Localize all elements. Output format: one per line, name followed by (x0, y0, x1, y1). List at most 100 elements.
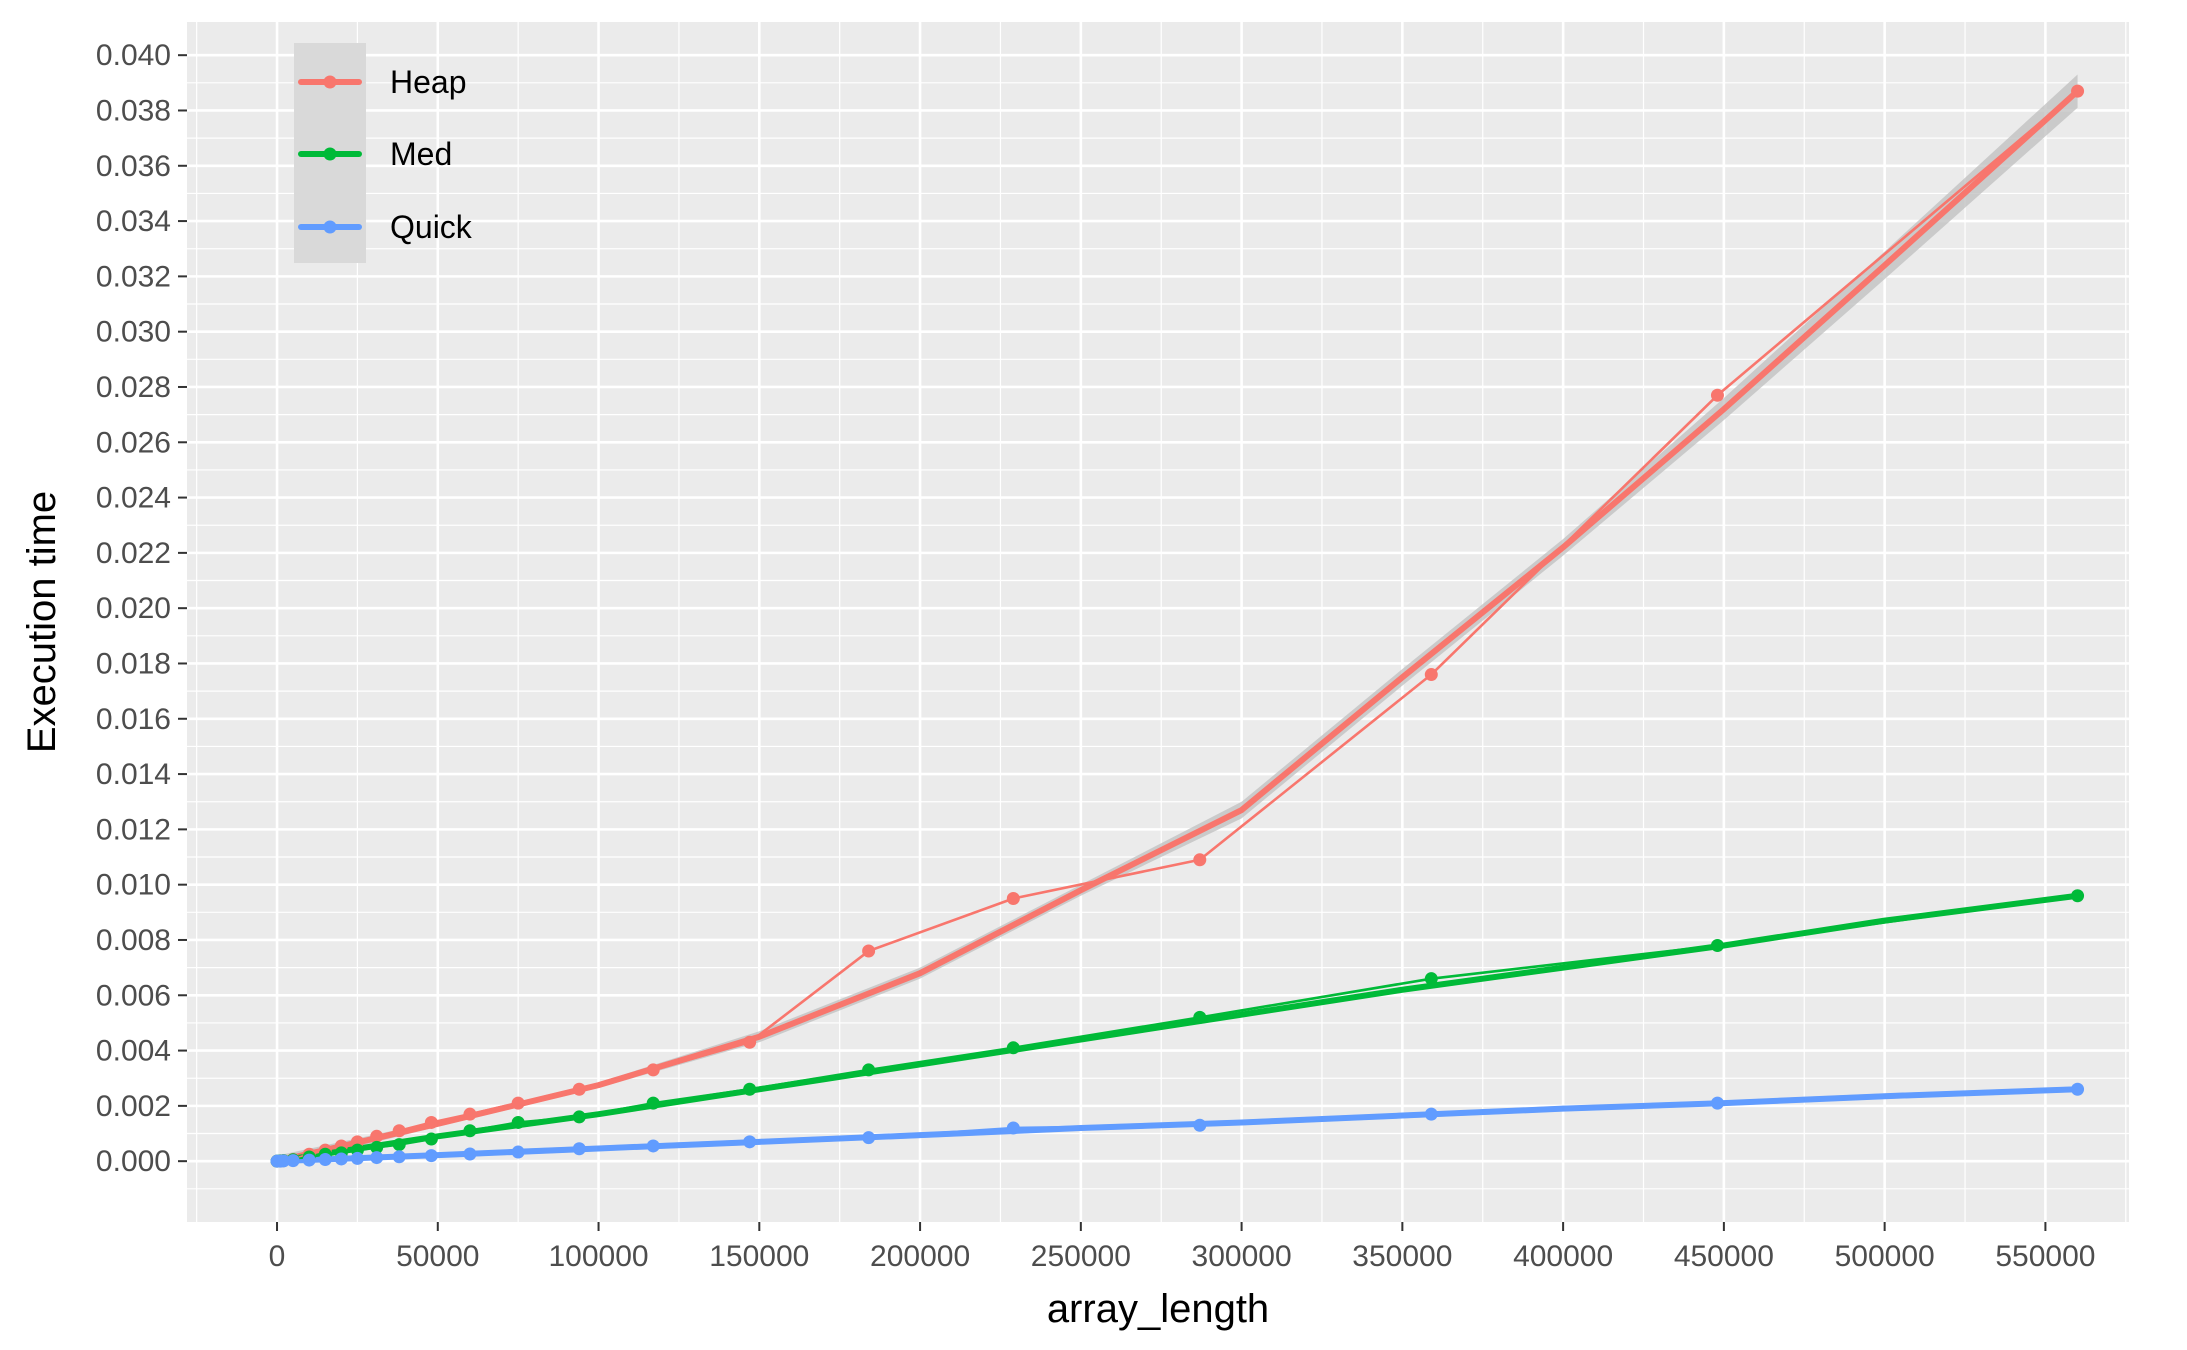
data-point-quick (370, 1151, 384, 1165)
data-point-med (511, 1115, 525, 1129)
legend-label-med: Med (390, 136, 452, 172)
grid-major (187, 22, 2129, 1222)
data-point-quick (302, 1153, 316, 1167)
y-tick-label: 0.002 (96, 1090, 171, 1123)
data-point-heap (1193, 853, 1207, 867)
data-point-med (1006, 1041, 1020, 1055)
y-axis-ticks: 0.000 0.002 0.004 0.006 0.008 0.010 0.012 0.014… (96, 39, 187, 1178)
data-point-heap (463, 1107, 477, 1121)
data-point-heap (743, 1035, 757, 1049)
data-point-med (2071, 889, 2085, 903)
y-tick-label: 0.018 (96, 647, 171, 680)
plot-panel (187, 22, 2129, 1222)
x-axis-ticks: 0 50000 100000 150000 200000 250000 300000 3500… (269, 1222, 2095, 1273)
legend: Heap Med Quick (294, 43, 473, 263)
y-tick-label: 0.014 (96, 758, 171, 791)
data-point-quick (862, 1131, 876, 1145)
series-line-heap (276, 90, 2079, 1163)
data-point-heap (511, 1096, 525, 1110)
y-tick-label: 0.036 (96, 150, 171, 183)
x-tick-label: 350000 (1352, 1240, 1452, 1273)
y-tick-label: 0.038 (96, 94, 171, 127)
y-tick-label: 0.026 (96, 426, 171, 459)
data-point-quick (276, 1154, 290, 1168)
data-point-med (862, 1063, 876, 1077)
data-point-heap (1424, 668, 1438, 682)
data-point-quick (350, 1151, 364, 1165)
legend-label-quick: Quick (390, 209, 473, 245)
x-tick-label: 300000 (1192, 1240, 1292, 1273)
x-tick-label: 400000 (1513, 1240, 1613, 1273)
data-point-quick (392, 1150, 406, 1164)
y-tick-label: 0.004 (96, 1035, 171, 1068)
data-point-heap (2071, 84, 2085, 98)
data-point-med (392, 1138, 406, 1152)
y-tick-label: 0.008 (96, 924, 171, 957)
series-line-med (276, 894, 2078, 1163)
data-point-quick (646, 1139, 660, 1153)
data-point-heap (646, 1063, 660, 1077)
x-tick-label: 100000 (548, 1240, 648, 1273)
data-point-quick (463, 1147, 477, 1161)
data-point-quick (1006, 1121, 1020, 1135)
data-point-heap (1710, 388, 1724, 402)
legend-label-heap: Heap (390, 64, 467, 100)
y-tick-label: 0.020 (96, 592, 171, 625)
data-point-heap (392, 1124, 406, 1138)
data-point-heap (370, 1129, 384, 1143)
data-point-heap (424, 1115, 438, 1129)
data-point-med (424, 1132, 438, 1146)
data-point-quick (424, 1149, 438, 1163)
y-tick-label: 0.010 (96, 869, 171, 902)
data-point-quick (511, 1145, 525, 1159)
y-tick-label: 0.030 (96, 316, 171, 349)
data-point-heap (862, 944, 876, 958)
data-point-med (463, 1124, 477, 1138)
data-point-quick (1193, 1118, 1207, 1132)
x-tick-label: 0 (269, 1240, 286, 1273)
x-tick-label: 250000 (1031, 1240, 1131, 1273)
y-tick-label: 0.022 (96, 537, 171, 570)
data-point-quick (743, 1135, 757, 1149)
legend-key-point-quick (323, 220, 337, 234)
x-tick-label: 200000 (870, 1240, 970, 1273)
y-tick-label: 0.016 (96, 703, 171, 736)
data-point-quick (572, 1142, 586, 1156)
y-tick-label: 0.028 (96, 371, 171, 404)
x-tick-label: 50000 (396, 1240, 479, 1273)
data-point-med (1710, 939, 1724, 953)
x-tick-label: 500000 (1835, 1240, 1935, 1273)
y-tick-label: 0.032 (96, 260, 171, 293)
data-point-med (1193, 1010, 1207, 1024)
y-tick-label: 0.006 (96, 979, 171, 1012)
y-axis-title: Execution time (20, 491, 64, 753)
data-point-med (743, 1082, 757, 1096)
x-tick-label: 150000 (709, 1240, 809, 1273)
data-point-quick (1710, 1096, 1724, 1110)
series-lines (276, 90, 2079, 1163)
legend-entries: Heap Med Quick (298, 64, 473, 245)
data-point-quick (1424, 1107, 1438, 1121)
y-tick-label: 0.000 (96, 1145, 171, 1178)
y-tick-label: 0.024 (96, 482, 171, 515)
series-line-quick (277, 1087, 2078, 1163)
legend-key-point-heap (323, 75, 337, 89)
data-point-quick (318, 1153, 332, 1167)
x-tick-label: 450000 (1674, 1240, 1774, 1273)
y-tick-label: 0.012 (96, 813, 171, 846)
data-point-med (370, 1140, 384, 1154)
y-tick-label: 0.034 (96, 205, 171, 238)
data-points (270, 84, 2085, 1168)
data-point-heap (1006, 891, 1020, 905)
data-point-med (646, 1096, 660, 1110)
x-axis-title: array_length (1047, 1287, 1269, 1331)
data-point-quick (334, 1152, 348, 1166)
data-point-heap (572, 1082, 586, 1096)
data-point-med (1424, 972, 1438, 986)
legend-key-point-med (323, 147, 337, 161)
data-point-quick (286, 1154, 300, 1168)
x-tick-label: 550000 (1995, 1240, 2095, 1273)
data-point-med (572, 1110, 586, 1124)
data-point-quick (2071, 1082, 2085, 1096)
